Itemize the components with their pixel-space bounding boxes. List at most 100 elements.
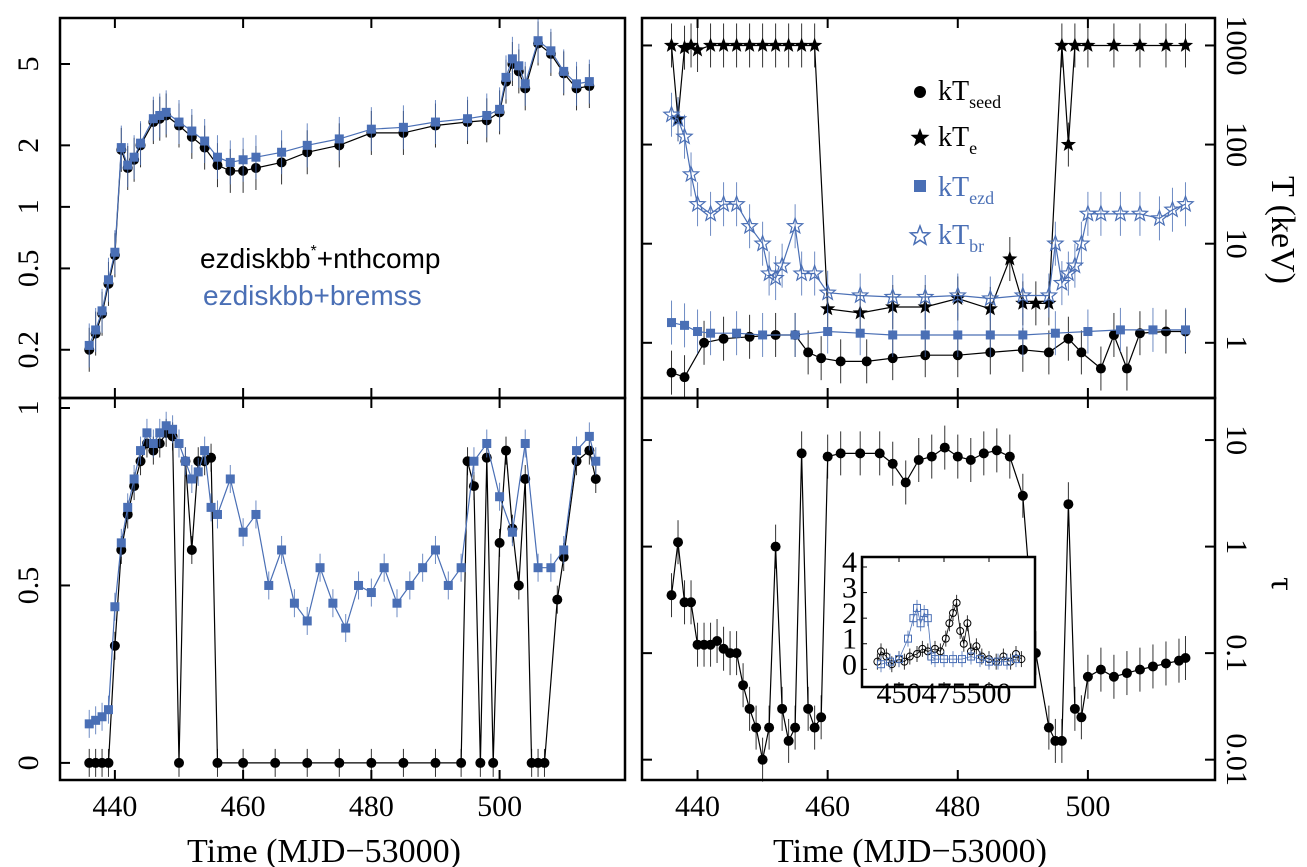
- inset-blue-point: [913, 603, 921, 612]
- bottom-right-ytick-label: 10: [1220, 425, 1253, 455]
- top-right-kt-e-point: [683, 37, 699, 52]
- top-right-kt-seed-point: [1043, 347, 1054, 358]
- bottom-left-ezdiskbb-bremss-point: [418, 563, 428, 573]
- bottom-left-ezdiskbb-nthcomp-point: [270, 757, 281, 768]
- top-right-kt-seed-point: [718, 333, 729, 344]
- bottom-left-ezdiskbb-bremss-point: [110, 602, 120, 612]
- top-right-kt-e-point: [702, 37, 719, 52]
- top-right-kt-ezd-point: [706, 328, 716, 338]
- top-right-kt-ezd-point: [1050, 328, 1060, 338]
- bottom-right-tau-point: [790, 722, 801, 733]
- bottom-left-ezdiskbb-nthcomp-point: [103, 757, 114, 768]
- bottom-left-xtick-label: 500: [477, 790, 522, 823]
- bottom-right-tau-point: [1147, 661, 1158, 672]
- inset-blue-point: [994, 657, 1002, 666]
- top-right-kt-e-point: [663, 37, 680, 52]
- bottom-right-tau-point: [777, 703, 788, 714]
- top-right-kt-seed-point: [887, 353, 898, 364]
- inset-black-point: [945, 619, 954, 628]
- top-right-ytick-label: 1: [1220, 335, 1253, 350]
- inset-blue-point: [909, 614, 918, 623]
- top-right-kt-br-point: [1046, 233, 1065, 252]
- top-left-ezdiskbb-bremss-point: [110, 247, 120, 257]
- bottom-left-ytick-label: 0: [12, 755, 45, 770]
- bottom-right-tau-point: [764, 722, 775, 733]
- top-right-kt-br-point: [1052, 273, 1072, 291]
- bottom-right-tau-point: [1043, 722, 1054, 733]
- top-right-kt-e-point: [1054, 37, 1070, 52]
- bottom-left-ezdiskbb-nthcomp-point: [501, 445, 511, 456]
- top-right-kt-e-point: [689, 42, 706, 57]
- top-right-kt-e-point: [1177, 37, 1194, 52]
- bottom-right-tau-point: [1160, 658, 1171, 669]
- top-right-kt-seed-point: [679, 372, 690, 383]
- top-left-ezdiskbb-bremss-point: [507, 54, 517, 64]
- top-left-ezdiskbb-bremss-point: [277, 147, 287, 157]
- bottom-left-ezdiskbb-bremss-point: [507, 527, 517, 537]
- bottom-left-ezdiskbb-bremss-point: [341, 623, 351, 633]
- top-right-kt-e-point: [1028, 295, 1044, 310]
- bottom-left-ezdiskbb-bremss-point: [379, 563, 389, 573]
- top-right-kt-br-point: [818, 282, 837, 301]
- inset-blue-point: [1012, 655, 1020, 664]
- bottom-left-ezdiskbb-bremss-point: [97, 712, 107, 722]
- top-left-ezdiskbb-bremss-point: [398, 122, 408, 132]
- bottom-left-ezdiskbb-nthcomp-point: [302, 757, 313, 768]
- top-left-ezdiskbb-bremss-point: [225, 157, 235, 167]
- bottom-left-ezdiskbb-bremss-point: [187, 474, 197, 484]
- bottom-left-ezdiskbb-nthcomp-point: [475, 757, 486, 768]
- bottom-right-tau-point: [1004, 451, 1015, 462]
- bottom-right-tau-point: [1082, 671, 1093, 682]
- bottom-left-xtick-label: 440: [92, 790, 137, 823]
- top-right-kt-br-point: [727, 194, 746, 213]
- bottom-right-tau-point: [666, 590, 677, 601]
- bottom-left-ezdiskbb-bremss-point: [264, 580, 274, 590]
- top-right-kt-br-point: [1013, 285, 1033, 304]
- bottom-right-frame: [640, 396, 1217, 782]
- legend-marker-kt-e: [910, 128, 930, 147]
- top-right-kt-seed-point: [1134, 328, 1145, 339]
- bottom-left-ytick-label: 0.5: [12, 567, 45, 605]
- top-left-ezdiskbb-bremss-point: [161, 107, 171, 117]
- ylabel-temperature: T (keV): [1264, 176, 1301, 284]
- top-left-ezdiskbb-bremss-point: [572, 79, 582, 89]
- bottom-left-ezdiskbb-bremss-point: [354, 580, 364, 590]
- top-right-kt-br-point: [1072, 234, 1091, 252]
- inset-blue-point: [877, 660, 885, 669]
- top-left-ezdiskbb-bremss-point: [495, 104, 505, 114]
- bottom-right-tau-point: [673, 537, 684, 548]
- bottom-right-tau-point: [991, 445, 1002, 456]
- top-right-kt-br-point: [740, 216, 759, 235]
- bottom-right-tau-point: [978, 448, 989, 459]
- bottom-right-tau-point: [816, 712, 827, 723]
- top-right-kt-e-point: [1002, 251, 1018, 266]
- top-left-ezdiskbb-bremss-point: [200, 136, 210, 146]
- top-left-ezdiskbb-bremss-point: [482, 110, 492, 120]
- inset-black-point: [913, 649, 921, 658]
- bottom-left-ezdiskbb-nthcomp-point: [334, 757, 345, 768]
- top-right-kt-ezd-point: [667, 318, 677, 328]
- bottom-left-ezdiskbb-nthcomp-point: [212, 757, 223, 768]
- bottom-right-xtick-label: 480: [935, 790, 980, 823]
- bottom-left-ezdiskbb-bremss-point: [546, 563, 556, 573]
- bottom-left-ezdiskbb-bremss-point: [584, 431, 594, 441]
- bottom-right-tau-point: [757, 754, 768, 765]
- bottom-right-tau-point: [1134, 664, 1145, 675]
- top-right-kt-br-point: [1039, 285, 1059, 304]
- bottom-left-xtick-label: 460: [221, 790, 266, 823]
- top-left-ezdiskbb-bremss-point: [533, 36, 543, 46]
- top-left-ezdiskbb-bremss-point: [212, 152, 222, 162]
- top-left-ezdiskbb-bremss-point: [84, 340, 94, 350]
- bottom-left-ezdiskbb-nthcomp-point: [539, 757, 550, 768]
- top-right-kt-seed-point: [835, 356, 846, 367]
- inset-blue-point: [985, 657, 993, 666]
- bottom-right-tau-point: [796, 448, 807, 459]
- bottom-left-ezdiskbb-bremss-point: [225, 474, 235, 484]
- top-right-kt-e-point: [1060, 136, 1076, 151]
- top-right-kt-ezd-point: [758, 330, 768, 340]
- top-right-kt-e-point: [716, 37, 732, 52]
- top-left-ezdiskbb-bremss-point: [155, 110, 165, 120]
- top-right-kt-br-point: [1065, 256, 1085, 274]
- inset-xtick-label: 475: [922, 677, 967, 710]
